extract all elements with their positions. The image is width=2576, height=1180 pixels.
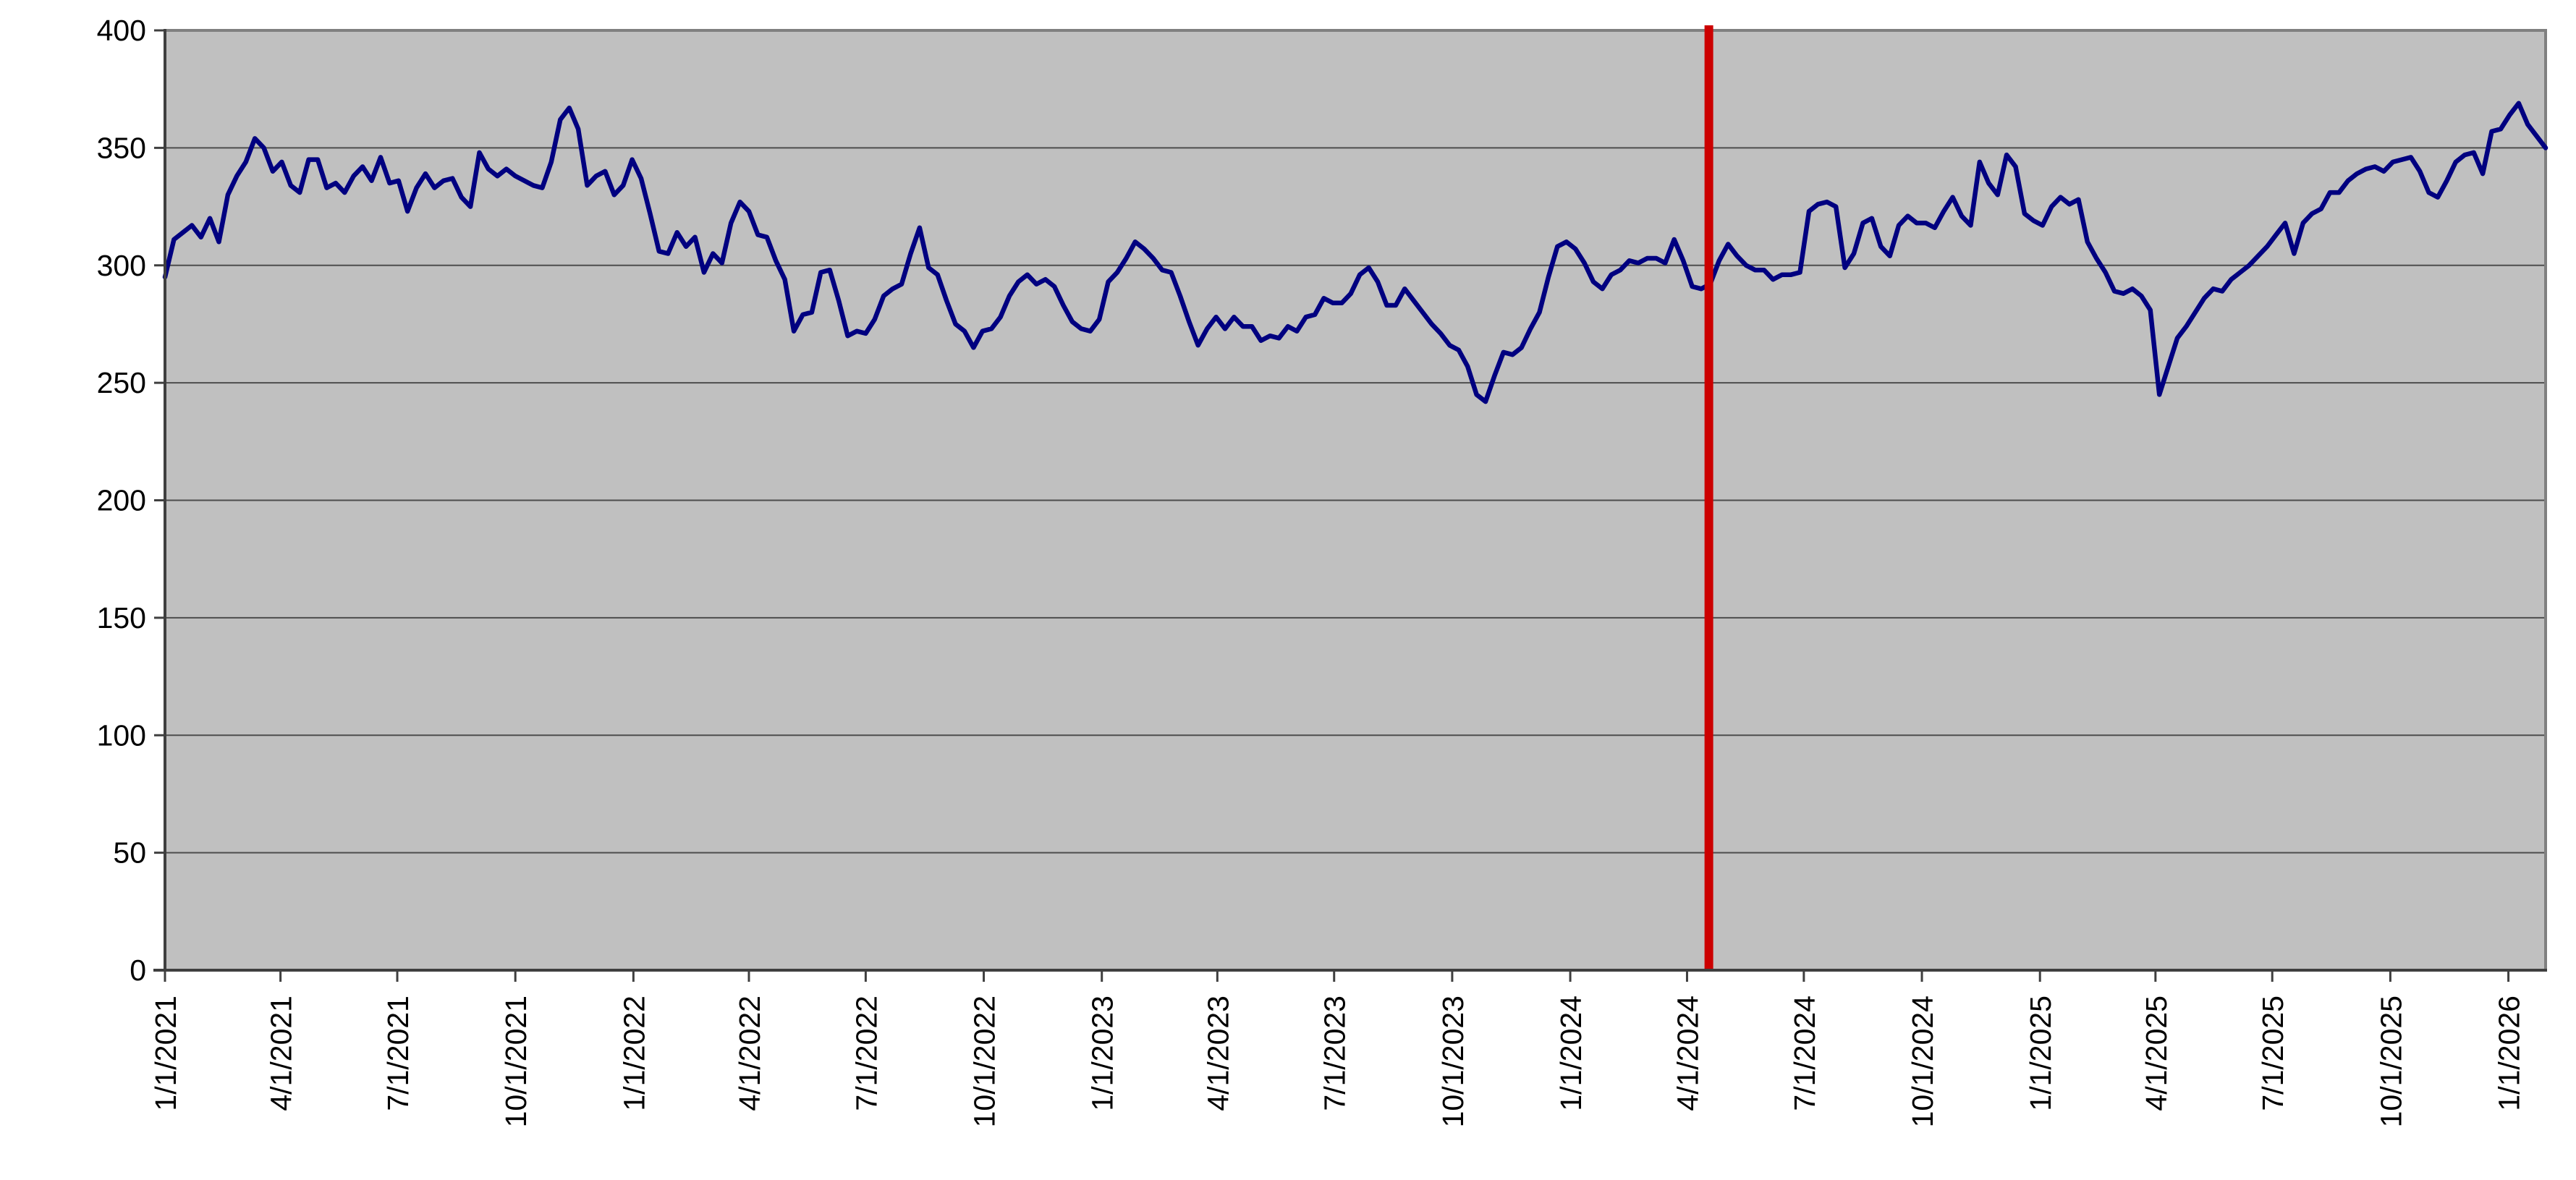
y-tick-label: 200	[97, 484, 146, 517]
x-tick-label: 4/1/2025	[2140, 996, 2173, 1111]
x-tick-label: 4/1/2024	[1671, 996, 1704, 1111]
x-tick-label: 7/1/2021	[381, 996, 415, 1111]
y-tick-label: 300	[97, 249, 146, 282]
x-tick-label: 7/1/2024	[1788, 996, 1821, 1111]
x-tick-label: 10/1/2025	[2374, 996, 2407, 1127]
y-tick-label: 400	[97, 14, 146, 47]
x-tick-label: 4/1/2021	[265, 996, 298, 1111]
x-tick-label: 10/1/2024	[1906, 996, 1939, 1127]
x-tick-label: 7/1/2025	[2256, 996, 2289, 1111]
x-tick-label: 10/1/2021	[499, 996, 533, 1127]
x-tick-label: 1/1/2025	[2024, 996, 2057, 1111]
y-tick-label: 100	[97, 718, 146, 752]
x-tick-label: 4/1/2022	[733, 996, 766, 1111]
y-tick-label: 250	[97, 366, 146, 399]
x-tick-label: 1/1/2026	[2493, 996, 2526, 1111]
y-tick-label: 0	[130, 954, 146, 987]
y-tick-label: 50	[113, 836, 146, 870]
x-tick-label: 4/1/2023	[1201, 996, 1234, 1111]
x-tick-label: 1/1/2023	[1086, 996, 1119, 1111]
x-tick-label: 10/1/2023	[1436, 996, 1470, 1127]
x-tick-label: 7/1/2023	[1318, 996, 1352, 1111]
y-tick-label: 150	[97, 601, 146, 634]
price-line	[162, 101, 2549, 404]
x-tick-label: 7/1/2022	[850, 996, 883, 1111]
x-tick-label: 1/1/2024	[1554, 996, 1588, 1111]
x-tick-label: 1/1/2021	[149, 996, 182, 1111]
y-tick-label: 350	[97, 131, 146, 164]
x-tick-label: 10/1/2022	[968, 996, 1001, 1127]
x-tick-label: 1/1/2022	[617, 996, 651, 1111]
